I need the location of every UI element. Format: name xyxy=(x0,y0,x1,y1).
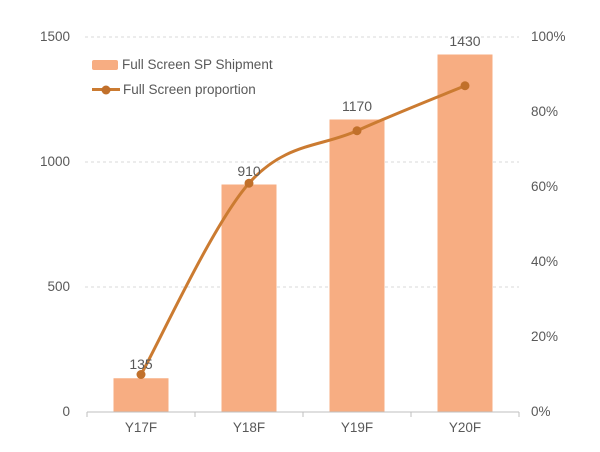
bar-value-label: 910 xyxy=(237,162,261,179)
right-axis-tick-label: 0% xyxy=(531,404,551,419)
legend-label-shipment: Full Screen SP Shipment xyxy=(122,57,273,72)
bar-y20f xyxy=(437,54,493,412)
proportion-dot-y18f xyxy=(244,178,254,188)
left-axis-tick-label: 1000 xyxy=(39,154,70,169)
legend-item-proportion: Full Screen proportion xyxy=(92,77,273,102)
bar-value-label: 1170 xyxy=(341,97,373,114)
legend: Full Screen SP Shipment Full Screen prop… xyxy=(92,52,273,102)
bar-y19f xyxy=(329,119,385,412)
proportion-dot-y20f xyxy=(460,81,470,91)
right-axis-tick-label: 20% xyxy=(531,329,559,344)
left-axis-tick-label: 0 xyxy=(62,404,70,419)
bar-series-swatch xyxy=(92,59,118,70)
category-label-y18f: Y18F xyxy=(232,420,266,435)
line-series-dot-icon xyxy=(101,85,111,94)
bar-value-label: 1430 xyxy=(449,32,481,49)
bar-value-label: 135 xyxy=(129,356,153,373)
legend-item-shipment: Full Screen SP Shipment xyxy=(92,52,273,77)
category-label-y20f: Y20F xyxy=(448,420,482,435)
right-axis-tick-label: 40% xyxy=(531,254,559,269)
line-series-swatch xyxy=(92,85,120,94)
proportion-dot-y17f xyxy=(136,370,146,379)
left-axis-tick-label: 500 xyxy=(47,279,70,294)
proportion-dot-y19f xyxy=(352,126,362,136)
bar-y18f xyxy=(221,184,277,412)
right-axis-tick-label: 60% xyxy=(531,179,559,194)
bar-y17f xyxy=(113,378,169,412)
right-axis-tick-label: 80% xyxy=(531,104,559,119)
category-label-y17f: Y17F xyxy=(124,420,158,435)
category-label-y19f: Y19F xyxy=(340,420,374,435)
right-axis-tick-label: 100% xyxy=(531,29,566,44)
legend-label-proportion: Full Screen proportion xyxy=(123,82,256,97)
proportion-line xyxy=(139,84,467,376)
left-axis-tick-label: 1500 xyxy=(39,29,70,44)
